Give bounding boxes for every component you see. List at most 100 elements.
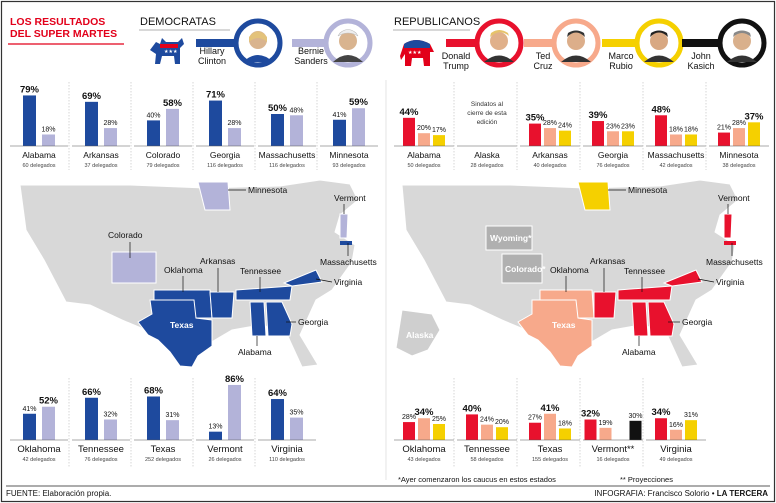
rep-chart-minnesota: 21%28%37% Minnesota 38 delegados	[705, 82, 769, 170]
footer: FUENTE: Elaboración propia. *Ayer comenz…	[6, 475, 770, 498]
rep-value-label: 37%	[744, 111, 764, 122]
dem-delegates: 116 delegados	[269, 163, 305, 169]
rep-value-label: 32%	[581, 409, 601, 420]
dem-delegates: 93 delegados	[332, 163, 365, 169]
rep-value-label: 25%	[432, 416, 446, 423]
rep-value-label: 34%	[414, 407, 434, 418]
rep-bar-massachusetts-0	[655, 115, 667, 146]
dem-value-label: 32%	[103, 412, 117, 419]
rep-delegates: 155 delegados	[532, 457, 568, 463]
dem-state-name: Vermont	[207, 444, 243, 455]
dem-value-label: 28%	[103, 120, 117, 127]
rep-value-label: 34%	[651, 407, 671, 418]
rep-state-tennessee	[617, 285, 673, 301]
rep-header: REPUBLICANOS ★★★ Donald Trump Ted Cruz	[393, 16, 767, 71]
dem-state-name: Oklahoma	[17, 444, 61, 455]
rep-value-label: 23%	[606, 123, 620, 130]
dem-chart-oklahoma: 41%52% Oklahoma 42 delegados	[10, 396, 68, 463]
rep-state-wyoming	[485, 225, 533, 251]
rep-map-label-texas: Texas	[552, 320, 576, 330]
rep-state-name: Alaska	[474, 150, 500, 160]
dem-map-label-virginia: Virginia	[334, 277, 362, 287]
rep-value-label: 24%	[480, 417, 494, 424]
dem-bar-minnesota-1	[352, 108, 365, 146]
dem-map-label-massachusetts: Massachusetts	[320, 257, 377, 267]
rep-state-arkansas	[593, 291, 617, 319]
rep-value-label: 44%	[399, 107, 419, 118]
rep-delegates: 40 delegados	[533, 163, 566, 169]
dem-chart-tennessee: 66% 32% Tennessee 76 delegados	[68, 378, 130, 468]
title-line1: LOS RESULTADOS	[10, 16, 105, 28]
dem-chart-alabama: 79% 18% Alabama 60 delegados	[10, 84, 68, 169]
svg-text:★★★: ★★★	[408, 50, 422, 56]
rep-value-label: 23%	[621, 123, 635, 130]
trump-avatar	[490, 32, 508, 50]
rep-note-alaska: edición	[477, 119, 498, 126]
dem-map: Minnesota Vermont Colorado Massachusetts…	[19, 179, 377, 368]
dem-bar-massachusetts-1	[290, 115, 303, 146]
dem-value-label: 64%	[268, 388, 288, 399]
rep-state-alaska	[395, 309, 441, 357]
candidate-sanders: Bernie Sanders	[292, 18, 373, 68]
rep-state-name: Georgia	[598, 150, 629, 160]
dem-state-arkansas	[209, 291, 235, 319]
cruz-first: Ted	[536, 51, 551, 61]
rep-bar-texas-1	[544, 413, 556, 440]
rep-chart-vermont: 32%19% 30% Vermont** 16 delegados	[579, 378, 643, 468]
rep-chart-massachusetts: 48% 18% 18% Massachusetts 42 delegados	[642, 82, 706, 170]
dem-bar-oklahoma-0	[23, 413, 36, 440]
dem-bar-alabama-0	[23, 95, 36, 146]
dem-chart-georgia: 71% 28% Georgia 116 delegados	[192, 82, 254, 170]
rep-map-label-alabama: Alabama	[622, 347, 656, 357]
dem-map-label-georgia: Georgia	[298, 317, 329, 327]
rep-bar-oklahoma-1	[418, 418, 430, 440]
rep-value-label: 48%	[651, 104, 671, 115]
dem-map-label-arkansas: Arkansas	[200, 256, 235, 266]
dem-value-label: 31%	[165, 412, 179, 419]
rep-delegates: 76 delegados	[596, 163, 629, 169]
dem-value-label: 18%	[41, 126, 55, 133]
rep-delegates: 58 delegados	[470, 457, 503, 463]
rep-value-label: 31%	[684, 412, 698, 419]
rep-state-name: Tennessee	[464, 444, 510, 455]
dem-value-label: 58%	[163, 98, 183, 109]
dem-state-minnesota	[197, 181, 231, 211]
dem-bar-vermont-1	[228, 384, 241, 440]
rep-bar-georgia-0	[592, 121, 604, 146]
dem-map-label-colorado: Colorado	[108, 230, 143, 240]
rep-map-label-minnesota: Minnesota	[628, 185, 667, 195]
dem-state-virginia	[282, 269, 323, 287]
rep-bar-tennessee-1	[481, 424, 493, 440]
dem-delegates: 110 delegados	[269, 457, 305, 463]
sanders-last: Sanders	[294, 56, 328, 66]
dem-bar-tennessee-0	[85, 397, 98, 440]
rubio-last: Rubio	[609, 61, 633, 71]
dem-delegates: 76 delegados	[84, 457, 117, 463]
cruz-avatar	[567, 32, 585, 50]
dem-delegates: 26 delegados	[208, 457, 241, 463]
rep-bar-minnesota-1	[733, 128, 745, 146]
dem-map-label-alabama: Alabama	[238, 347, 272, 357]
dem-value-label: 50%	[268, 103, 288, 114]
kasich-last: Kasich	[687, 61, 714, 71]
dem-value-label: 59%	[349, 97, 369, 108]
dem-value-label: 48%	[289, 107, 303, 114]
dem-header: DEMOCRATAS ★★★ Hillary Clinton Bernie Sa…	[139, 16, 373, 68]
rep-state-name: Massachusetts	[648, 150, 705, 160]
dem-chart-arkansas: 69% 28% Arkansas 37 delegados	[68, 82, 130, 170]
rep-delegates: 38 delegados	[722, 163, 755, 169]
dem-bar-arkansas-0	[85, 101, 98, 146]
rep-map-label-tennessee: Tennessee	[624, 266, 665, 276]
kasich-first: John	[691, 51, 711, 61]
rep-bar-virginia-2	[685, 420, 697, 440]
dem-value-label: 69%	[82, 91, 102, 102]
dem-chart-colorado: 40%58% Colorado 79 delegados	[130, 82, 192, 170]
candidate-cruz: Ted Cruz	[524, 18, 601, 71]
dem-map-label-vermont: Vermont	[334, 193, 366, 203]
dem-value-label: 41%	[22, 406, 36, 413]
dem-state-massachusetts	[340, 241, 352, 245]
rep-state-name: Vermont**	[592, 444, 635, 455]
dem-value-label: 79%	[20, 84, 40, 95]
rep-bar-arkansas-1	[544, 128, 556, 146]
dem-map-label-tennessee: Tennessee	[240, 266, 281, 276]
